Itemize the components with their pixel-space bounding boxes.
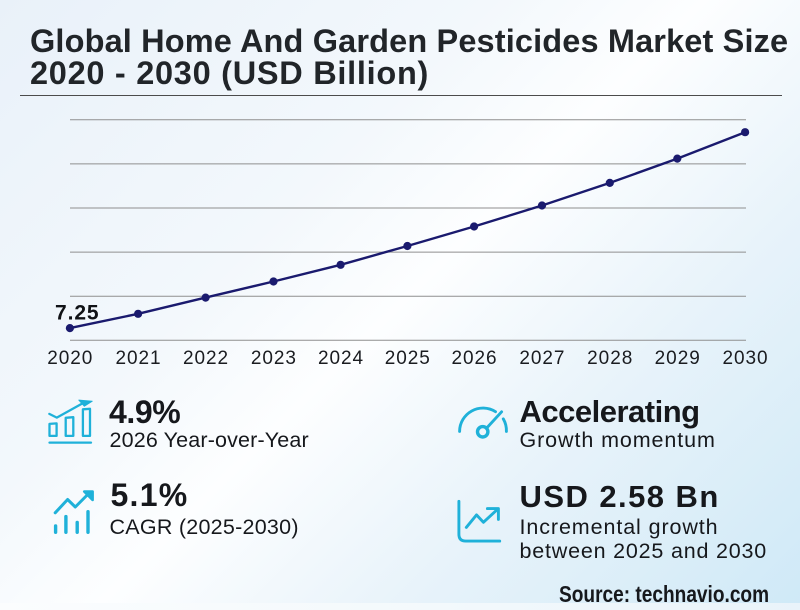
svg-text:2029: 2029 [655, 348, 701, 369]
svg-text:7.25: 7.25 [55, 301, 99, 324]
svg-text:2027: 2027 [519, 348, 565, 369]
svg-text:2028: 2028 [587, 348, 633, 369]
svg-text:2030: 2030 [722, 348, 768, 369]
svg-text:2025: 2025 [385, 348, 431, 369]
svg-text:2022: 2022 [183, 348, 229, 369]
svg-text:2024: 2024 [318, 348, 364, 369]
svg-text:2021: 2021 [115, 348, 161, 369]
svg-text:2026: 2026 [451, 348, 497, 369]
svg-text:2020: 2020 [47, 348, 93, 369]
svg-text:2023: 2023 [251, 348, 297, 369]
